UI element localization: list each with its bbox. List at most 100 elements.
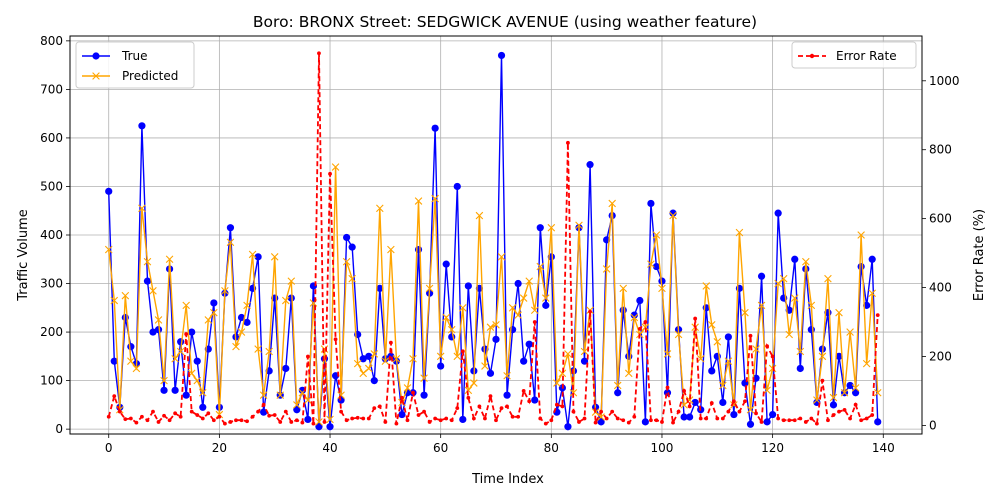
error-point — [726, 409, 731, 414]
error-point — [803, 420, 808, 424]
x-tick-label: 40 — [322, 441, 337, 455]
error-point — [195, 413, 200, 417]
predicted-point — [768, 364, 777, 373]
predicted-point — [160, 376, 168, 385]
error-point — [151, 409, 155, 414]
predicted-point — [719, 381, 727, 390]
error-point — [245, 419, 249, 424]
error-point — [698, 416, 703, 421]
true-point — [315, 423, 323, 431]
true-point — [226, 224, 235, 232]
error-point — [743, 399, 747, 404]
error-point — [621, 418, 626, 423]
predicted-point — [735, 228, 744, 237]
predicted-point — [519, 294, 528, 302]
error-point — [427, 420, 432, 424]
predicted-point — [414, 197, 423, 205]
y2-axis-label: Error Rate (%) — [972, 209, 987, 301]
error-point — [826, 418, 830, 423]
predicted-point — [602, 265, 611, 273]
error-point — [643, 320, 648, 324]
error-point — [848, 416, 852, 421]
true-point — [398, 410, 406, 419]
y2-tick-label: 800 — [929, 143, 952, 157]
predicted-point — [796, 347, 805, 356]
true-point — [514, 279, 522, 288]
predicted-point — [293, 401, 301, 409]
y-tick-label: 200 — [40, 325, 63, 339]
x-tick-label: 100 — [651, 441, 674, 455]
true-point — [138, 122, 146, 130]
error-point — [483, 416, 487, 421]
predicted-point — [353, 359, 362, 368]
predicted-point — [547, 223, 556, 232]
predicted-point — [608, 199, 616, 208]
true-point — [370, 377, 378, 385]
predicted-point — [790, 294, 799, 302]
x-tick-label: 120 — [761, 441, 784, 455]
true-point — [193, 357, 201, 365]
error-point — [505, 404, 509, 409]
predicted-point — [387, 245, 395, 254]
predicted-point — [110, 296, 119, 305]
legend-box — [791, 41, 917, 69]
true-point — [188, 328, 196, 336]
predicted-point — [481, 362, 489, 370]
predicted-point — [868, 289, 876, 298]
error-point — [388, 340, 393, 345]
predicted-point — [215, 410, 224, 419]
error-point — [875, 313, 880, 318]
y-tick-label: 400 — [40, 228, 63, 242]
error-point — [422, 409, 426, 414]
predicted-point — [143, 257, 152, 266]
predicted-point — [713, 337, 722, 346]
true-point — [459, 415, 467, 424]
true-point — [868, 255, 876, 263]
predicted-point — [647, 260, 655, 268]
predicted-point — [475, 211, 484, 220]
true-point — [708, 367, 716, 375]
predicted-point — [431, 194, 439, 203]
error-point — [250, 414, 255, 419]
true-point — [442, 260, 450, 268]
error-point — [682, 389, 687, 393]
error-point — [571, 409, 576, 414]
error-point — [433, 416, 438, 421]
predicted-point — [370, 350, 379, 358]
error-point — [471, 416, 476, 421]
error-point — [294, 418, 299, 423]
true-point — [171, 386, 179, 394]
predicted-point — [542, 294, 550, 302]
predicted-point — [470, 379, 478, 387]
true-point — [254, 253, 262, 261]
true-point — [769, 410, 777, 419]
error-point — [499, 406, 504, 411]
error-point — [256, 409, 261, 414]
error-point — [228, 420, 233, 424]
predicted-point — [376, 204, 384, 213]
true-point — [293, 406, 301, 414]
true-point — [619, 306, 627, 314]
error-point — [748, 333, 753, 338]
true-point — [298, 386, 306, 394]
true-point — [807, 326, 815, 334]
error-point — [466, 395, 471, 400]
true-point — [719, 398, 727, 407]
error-point — [853, 402, 858, 407]
error-point — [162, 413, 166, 418]
predicted-point — [182, 301, 190, 310]
predicted-point — [575, 221, 583, 230]
x-tick-label: 60 — [433, 441, 448, 455]
error-point — [792, 418, 797, 423]
error-point — [754, 411, 758, 416]
error-point — [173, 411, 178, 416]
y-axis-label: Traffic Volume — [16, 209, 31, 302]
y2-tick-label: 1000 — [929, 74, 960, 88]
predicted-point — [658, 284, 666, 293]
predicted-point — [237, 328, 246, 336]
true-point — [525, 340, 533, 348]
error-point — [416, 413, 421, 417]
true-point — [486, 369, 495, 377]
